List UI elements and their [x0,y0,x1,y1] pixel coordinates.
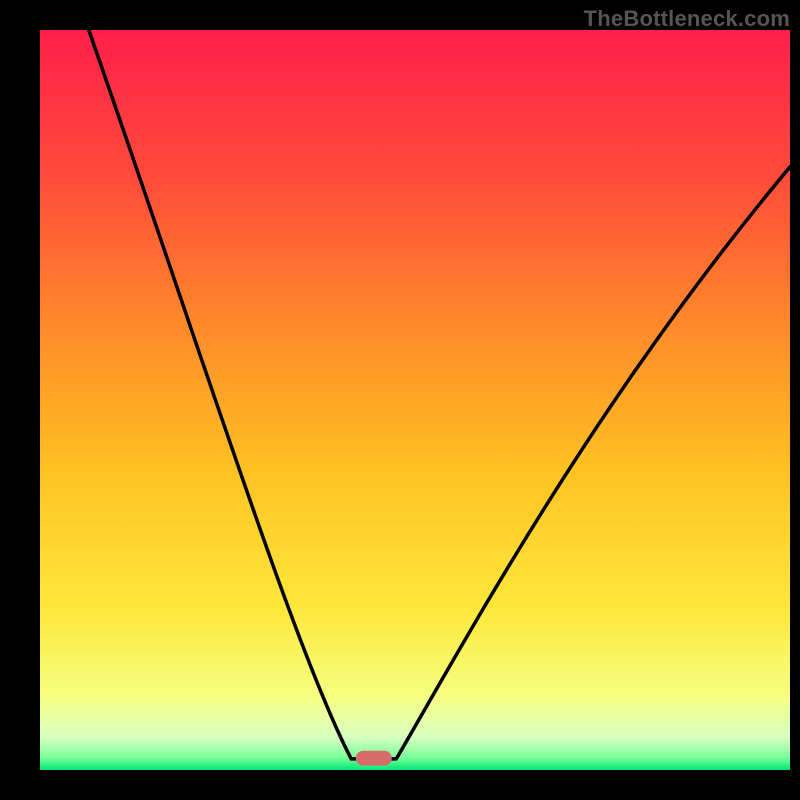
bottleneck-marker [356,751,392,766]
bottleneck-chart [0,0,800,800]
watermark-text: TheBottleneck.com [584,6,790,32]
chart-heat-background [40,30,790,770]
